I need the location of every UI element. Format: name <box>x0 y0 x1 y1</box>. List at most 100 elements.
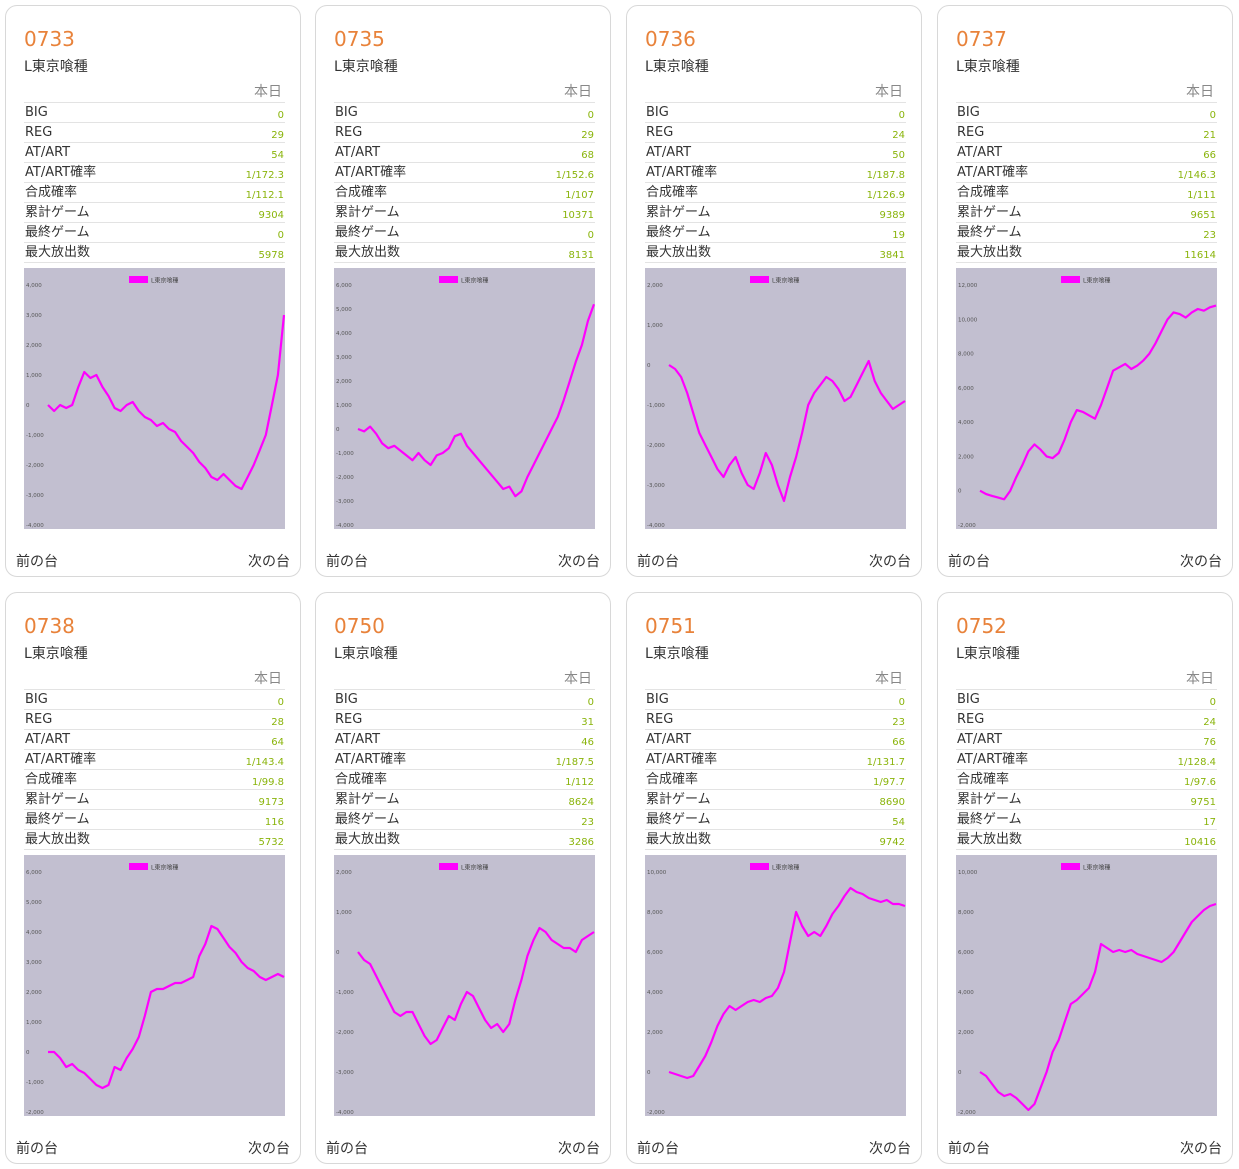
stats-row: 最大放出数 8131 <box>334 243 595 263</box>
stats-row: BIG 0 <box>645 690 906 710</box>
y-tick-label: -1,000 <box>26 1080 44 1086</box>
stat-value: 23 <box>581 817 594 828</box>
stat-value: 1/126.9 <box>866 190 905 201</box>
stat-label: 合成確率 <box>646 185 699 200</box>
stats-row: 合成確率 1/126.9 <box>645 183 906 203</box>
stat-label: 最大放出数 <box>646 832 712 847</box>
prev-machine-link[interactable]: 前の台 <box>637 554 679 570</box>
stat-label: REG <box>957 125 985 140</box>
stats-row: 合成確率 1/112.1 <box>24 183 285 203</box>
machine-card: 0738 L東京喰種 本日 BIG 0 REG 28 AT/ART 64 AT/ART確率 1/14… <box>5 592 301 1164</box>
prev-machine-link[interactable]: 前の台 <box>16 1141 58 1157</box>
machine-number[interactable]: 0751 <box>645 614 696 638</box>
stats-row: 最大放出数 5732 <box>24 830 285 850</box>
y-tick-label: 0 <box>336 950 340 956</box>
machine-name: L東京喰種 <box>334 59 398 75</box>
stats-row: REG 23 <box>645 710 906 730</box>
machine-number[interactable]: 0750 <box>334 614 385 638</box>
stat-value: 9751 <box>1190 797 1216 808</box>
next-machine-link[interactable]: 次の台 <box>869 554 911 570</box>
next-machine-link[interactable]: 次の台 <box>248 1141 290 1157</box>
next-machine-link[interactable]: 次の台 <box>558 1141 600 1157</box>
y-tick-label: -1,000 <box>26 433 44 439</box>
machine-number[interactable]: 0735 <box>334 27 385 51</box>
stat-label: 合成確率 <box>957 185 1010 200</box>
stats-table: BIG 0 REG 29 AT/ART 54 AT/ART確率 1/172.3 合成確率 1/11… <box>24 102 285 263</box>
stat-label: 合成確率 <box>335 772 388 787</box>
y-tick-label: 1,000 <box>26 1020 42 1026</box>
y-tick-label: 6,000 <box>958 950 974 956</box>
machine-number[interactable]: 0752 <box>956 614 1007 638</box>
stat-label: REG <box>335 125 363 140</box>
stats-row: AT/ART 66 <box>956 143 1217 163</box>
legend-swatch <box>1061 863 1080 870</box>
payout-chart: L東京喰種 -4,000 -3,000 -2,000 -1,000 0 1,000 2,000… <box>334 268 595 529</box>
stat-value: 1/112.1 <box>245 190 284 201</box>
payout-chart: L東京喰種 -2,000 -1,000 0 1,000 2,000 3,000 4,000 5,… <box>24 855 285 1116</box>
prev-machine-link[interactable]: 前の台 <box>637 1141 679 1157</box>
stat-value: 24 <box>892 130 905 141</box>
stats-row: 累計ゲーム 9751 <box>956 790 1217 810</box>
next-machine-link[interactable]: 次の台 <box>869 1141 911 1157</box>
stats-table: BIG 0 REG 24 AT/ART 50 AT/ART確率 1/187.8 合成確率 1/12… <box>645 102 906 263</box>
stat-value: 8131 <box>568 250 594 261</box>
next-machine-link[interactable]: 次の台 <box>248 554 290 570</box>
stat-value: 1/152.6 <box>555 170 594 181</box>
y-tick-label: -2,000 <box>647 1110 665 1116</box>
next-machine-link[interactable]: 次の台 <box>1180 1141 1222 1157</box>
stats-row: REG 31 <box>334 710 595 730</box>
stats-row: 累計ゲーム 8690 <box>645 790 906 810</box>
stat-label: 最終ゲーム <box>957 225 1022 240</box>
stat-label: AT/ART確率 <box>25 752 97 767</box>
stat-value: 0 <box>1209 110 1216 121</box>
stat-value: 0 <box>587 110 594 121</box>
y-tick-label: -4,000 <box>647 523 665 529</box>
stat-label: 合成確率 <box>646 772 699 787</box>
prev-machine-link[interactable]: 前の台 <box>16 554 58 570</box>
machine-card: 0752 L東京喰種 本日 BIG 0 REG 24 AT/ART 76 AT/ART確率 1/12… <box>937 592 1233 1164</box>
y-tick-label: 0 <box>647 1070 651 1076</box>
machine-number[interactable]: 0736 <box>645 27 696 51</box>
plot-area <box>24 855 285 1116</box>
stat-label: 累計ゲーム <box>646 792 711 807</box>
y-tick-label: -3,000 <box>26 493 44 499</box>
next-machine-link[interactable]: 次の台 <box>1180 554 1222 570</box>
stats-row: BIG 0 <box>24 103 285 123</box>
stat-label: AT/ART <box>646 732 692 747</box>
stat-value: 3286 <box>568 837 594 848</box>
stat-label: AT/ART <box>335 732 381 747</box>
stat-label: 最終ゲーム <box>335 225 400 240</box>
stats-row: 累計ゲーム 9651 <box>956 203 1217 223</box>
payout-chart: L東京喰種 -4,000 -3,000 -2,000 -1,000 0 1,000 2,000 <box>645 268 906 529</box>
y-tick-label: 4,000 <box>336 331 352 337</box>
stat-value: 1/112 <box>565 777 594 788</box>
stats-row: REG 28 <box>24 710 285 730</box>
legend-label: L東京喰種 <box>461 864 488 872</box>
stat-value: 1/187.8 <box>866 170 905 181</box>
stats-row: BIG 0 <box>334 690 595 710</box>
stat-label: 合成確率 <box>25 772 78 787</box>
stat-label: BIG <box>646 692 669 707</box>
series-line <box>48 924 285 1090</box>
y-tick-label: -2,000 <box>336 475 354 481</box>
stat-label: 最終ゲーム <box>646 812 711 827</box>
stat-label: 合成確率 <box>25 185 78 200</box>
machine-number[interactable]: 0733 <box>24 27 75 51</box>
machine-number[interactable]: 0738 <box>24 614 75 638</box>
prev-machine-link[interactable]: 前の台 <box>326 554 368 570</box>
stat-label: 累計ゲーム <box>957 792 1022 807</box>
machine-number[interactable]: 0737 <box>956 27 1007 51</box>
next-machine-link[interactable]: 次の台 <box>558 554 600 570</box>
prev-machine-link[interactable]: 前の台 <box>948 1141 990 1157</box>
stats-row: AT/ART 46 <box>334 730 595 750</box>
prev-machine-link[interactable]: 前の台 <box>948 554 990 570</box>
stat-value: 1/128.4 <box>1177 757 1216 768</box>
stat-label: AT/ART確率 <box>646 165 718 180</box>
y-tick-label: 2,000 <box>958 454 974 460</box>
stat-value: 0 <box>277 110 284 121</box>
stat-label: 最終ゲーム <box>25 812 90 827</box>
prev-machine-link[interactable]: 前の台 <box>326 1141 368 1157</box>
stat-label: 累計ゲーム <box>25 205 90 220</box>
stats-row: AT/ART確率 1/128.4 <box>956 750 1217 770</box>
y-tick-label: 1,000 <box>26 373 42 379</box>
